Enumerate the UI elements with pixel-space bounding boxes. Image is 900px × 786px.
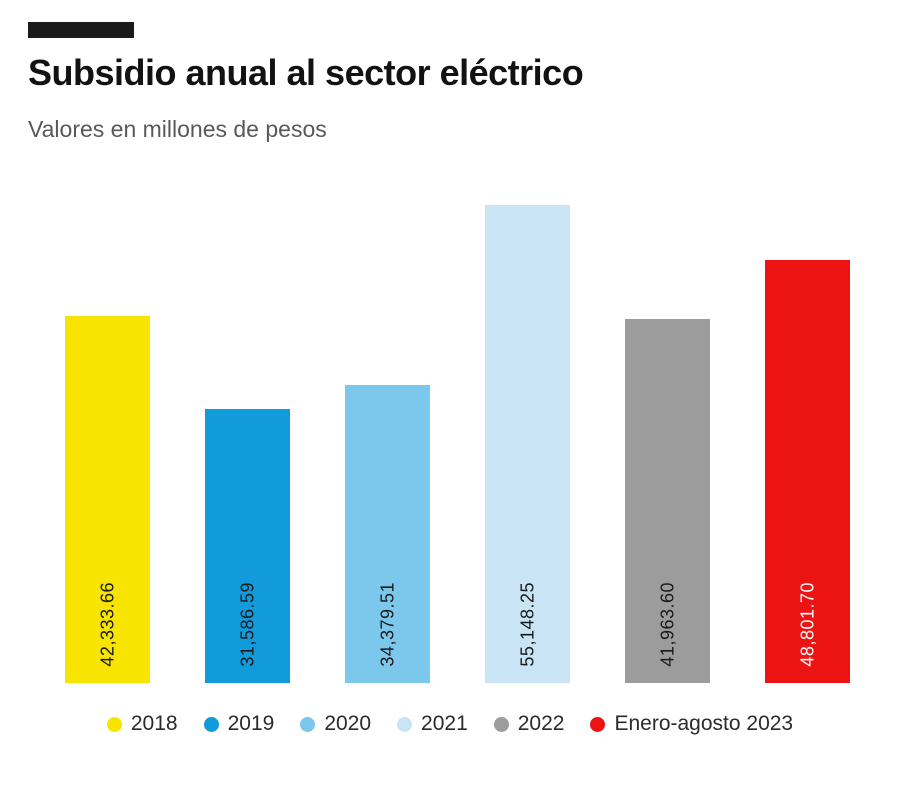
bar-2022: 41,963.60 xyxy=(625,319,710,683)
page-title: Subsidio anual al sector eléctrico xyxy=(28,52,584,93)
legend-item-2020: 2020 xyxy=(300,712,371,736)
legend-item-2019: 2019 xyxy=(203,712,275,736)
plot-area: 42,333.66 31,586.59 34,379.51 55,148.25 41,9… xyxy=(65,205,850,683)
bar-value-label: 48,801.70 xyxy=(797,582,817,667)
legend: 2018 2019 2020 2021 2022 Enero-agosto 2023 xyxy=(0,712,900,736)
legend-dot-icon xyxy=(590,716,606,732)
legend-item-2022: 2022 xyxy=(493,712,565,736)
bar-value-label: 55,148.25 xyxy=(517,582,537,667)
legend-item-2021: 2021 xyxy=(397,712,468,736)
bar-2021: 55,148.25 xyxy=(485,205,570,683)
bar-2020: 34,379.51 xyxy=(345,385,430,683)
legend-label: 2021 xyxy=(421,712,468,735)
bar-value-label: 31,586.59 xyxy=(237,582,257,667)
legend-item-2018: 2018 xyxy=(106,712,178,736)
bar-value-label: 42,333.66 xyxy=(97,582,117,667)
legend-dot-icon xyxy=(203,716,219,732)
legend-dot-icon xyxy=(493,716,509,732)
legend-label: 2022 xyxy=(517,712,565,735)
legend-dot-icon xyxy=(106,716,122,732)
legend-label: 2020 xyxy=(324,712,372,735)
legend-dot-icon xyxy=(397,716,413,732)
bar-value-label: 34,379.51 xyxy=(377,582,397,667)
legend-item-enero-agosto-2023: Enero-agosto 2023 xyxy=(590,712,793,736)
title-accent-rule xyxy=(28,22,134,38)
legend-label: Enero-agosto 2023 xyxy=(614,712,794,735)
bar-value-label: 41,963.60 xyxy=(657,582,677,667)
bar-2018: 42,333.66 xyxy=(65,316,150,683)
legend-label: 2018 xyxy=(130,712,178,735)
bar-2019: 31,586.59 xyxy=(205,409,290,683)
page-subtitle: Valores en millones de pesos xyxy=(28,116,327,142)
legend-label: 2019 xyxy=(227,712,275,735)
bar-enero-agosto-2023: 48,801.70 xyxy=(765,260,850,683)
legend-dot-icon xyxy=(300,716,316,732)
